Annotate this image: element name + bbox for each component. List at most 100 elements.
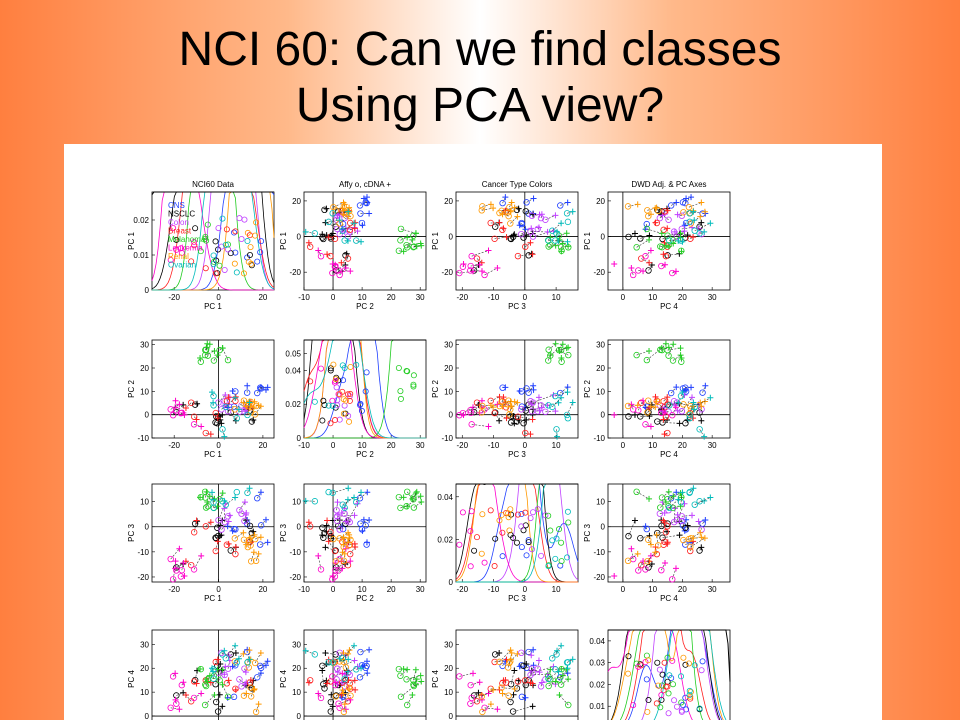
cdna-point-renal bbox=[508, 650, 515, 657]
pair-link bbox=[332, 659, 349, 663]
pair-link bbox=[332, 211, 349, 214]
cdna-point-breast bbox=[225, 677, 232, 684]
affy-point-colon bbox=[527, 398, 534, 405]
cdna-point-ovarian bbox=[302, 228, 309, 235]
affy-point-breast bbox=[346, 397, 353, 404]
pair-link bbox=[215, 659, 219, 663]
affy-point-nsclc bbox=[696, 409, 703, 416]
affy-point-colon bbox=[656, 510, 664, 517]
cdna-point-melanoma bbox=[662, 242, 669, 249]
y-tick-label: 30 bbox=[596, 341, 605, 350]
x-tick-label: -10 bbox=[298, 441, 310, 450]
column-title: Cancer Type Colors bbox=[482, 180, 553, 189]
cdna-point-melanoma bbox=[556, 692, 563, 699]
affy-point-colon bbox=[537, 683, 545, 690]
affy-point-melanoma bbox=[658, 682, 665, 689]
affy-point-renal bbox=[505, 212, 512, 220]
cdna-point-cns bbox=[257, 670, 264, 677]
cdna-point-breast bbox=[324, 251, 331, 258]
cdna-point-renal bbox=[341, 201, 348, 208]
cdna-point-melanoma bbox=[677, 503, 684, 510]
pair-link bbox=[661, 264, 666, 267]
pair-link bbox=[406, 239, 413, 248]
legend-item-colon: Colon bbox=[168, 218, 189, 227]
cdna-point-cns bbox=[366, 210, 373, 217]
pair-link bbox=[662, 215, 669, 221]
affy-point-melanoma bbox=[395, 364, 402, 371]
affy-point-ovarian bbox=[666, 672, 673, 679]
affy-point-melanoma bbox=[665, 352, 672, 359]
pair-link bbox=[341, 694, 349, 702]
pair-link bbox=[413, 245, 422, 247]
affy-point-leukemia bbox=[173, 246, 180, 253]
pair-link bbox=[495, 652, 500, 655]
y-tick-label: 10 bbox=[292, 688, 301, 697]
cdna-point-leukemia bbox=[662, 559, 669, 566]
cdna-point-breast bbox=[207, 431, 214, 438]
affy-point-leukemia bbox=[459, 409, 467, 417]
cdna-point-colon bbox=[351, 657, 358, 664]
cdna-point-colon bbox=[351, 512, 358, 519]
pair-link bbox=[694, 397, 711, 408]
cdna-point-renal bbox=[652, 404, 659, 411]
y-tick-label: 0 bbox=[297, 233, 302, 242]
affy-point-breast bbox=[473, 534, 480, 541]
cdna-point-breast bbox=[214, 415, 221, 422]
y-tick-label: -20 bbox=[289, 268, 301, 277]
cdna-point-cns bbox=[262, 516, 269, 523]
affy-point-renal bbox=[624, 557, 632, 565]
cdna-point-ovarian bbox=[690, 485, 697, 492]
cdna-point-leukemia bbox=[176, 706, 183, 713]
pair-link bbox=[339, 267, 347, 276]
x-tick-label: 0 bbox=[621, 293, 626, 302]
cdna-point-nsclc bbox=[322, 544, 329, 551]
affy-point-melanoma bbox=[202, 233, 209, 240]
affy-point-breast bbox=[473, 255, 481, 262]
affy-point-renal bbox=[478, 409, 485, 416]
pair-link bbox=[648, 563, 653, 568]
pair-link bbox=[663, 416, 667, 420]
y-tick-label: 0 bbox=[145, 411, 150, 420]
y-tick-label: 30 bbox=[292, 640, 301, 649]
pair-link bbox=[219, 492, 223, 500]
pair-link bbox=[217, 520, 223, 537]
y-tick-label: 0.04 bbox=[589, 637, 605, 646]
pair-link bbox=[256, 492, 262, 499]
cdna-point-breast bbox=[232, 544, 239, 551]
cdna-point-nsclc bbox=[250, 417, 257, 424]
affy-point-melanoma bbox=[669, 357, 677, 364]
affy-point-breast bbox=[661, 659, 668, 666]
legend: CNSNSCLCColonBreastMelanomaLeukemiaRenal… bbox=[168, 201, 206, 270]
affy-point-renal bbox=[645, 536, 652, 543]
affy-point-melanoma bbox=[210, 258, 217, 265]
x-axis-label: PC 4 bbox=[660, 594, 678, 603]
y-tick-label: 20 bbox=[444, 664, 453, 673]
affy-point-ovarian bbox=[552, 237, 559, 244]
cdna-point-cns bbox=[530, 662, 537, 669]
cdna-point-renal bbox=[246, 647, 253, 654]
cdna-point-leukemia bbox=[339, 670, 346, 677]
pair-link bbox=[552, 645, 562, 659]
affy-point-ovarian bbox=[666, 504, 673, 511]
affy-point-cns bbox=[232, 249, 239, 256]
pair-link bbox=[244, 668, 247, 673]
affy-point-nsclc bbox=[173, 692, 180, 699]
affy-point-ovarian bbox=[219, 426, 226, 433]
cdna-point-colon bbox=[334, 212, 341, 219]
cdna-point-colon bbox=[222, 392, 229, 399]
x-axis-label: PC 2 bbox=[356, 450, 374, 459]
legend-item-renal: Renal bbox=[168, 252, 189, 261]
affy-point-cns bbox=[363, 199, 370, 207]
pair-link bbox=[413, 492, 417, 500]
pair-link bbox=[225, 497, 236, 505]
affy-point-ovarian bbox=[686, 692, 693, 699]
affy-point-breast bbox=[347, 390, 354, 397]
affy-point-colon bbox=[528, 408, 536, 415]
affy-point-leukemia bbox=[191, 239, 198, 246]
cdna-point-renal bbox=[508, 199, 515, 206]
pair-link bbox=[336, 502, 338, 511]
affy-point-colon bbox=[518, 649, 525, 657]
pair-link bbox=[682, 198, 687, 203]
cdna-point-breast bbox=[652, 219, 659, 226]
